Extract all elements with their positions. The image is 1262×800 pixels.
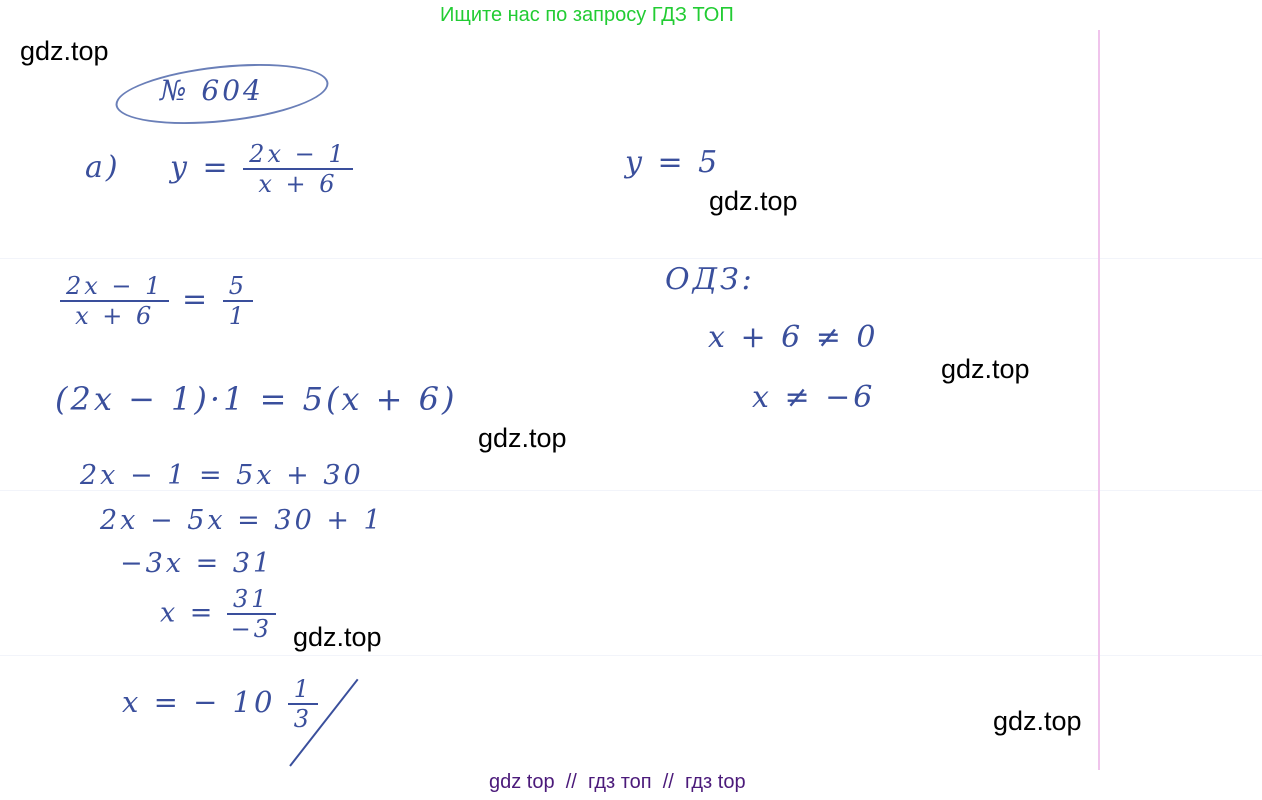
answer-numerator: 1: [287, 675, 319, 705]
watermark: gdz.top: [941, 354, 1030, 384]
part-label: а): [85, 150, 121, 185]
equation-2: (2x − 1)·1 = 5(x + 6): [55, 380, 458, 418]
odz-title: ОДЗ:: [665, 262, 755, 297]
eq6-denominator: −3: [230, 615, 272, 643]
answer-lhs: x = − 10: [122, 685, 276, 719]
odz-condition-2: x ≠ −6: [752, 380, 876, 415]
eq1-numerator: 2x − 1: [60, 272, 170, 302]
watermark: gdz.top: [293, 622, 382, 652]
watermark: gdz.top: [478, 423, 567, 453]
eq6-lhs: x =: [160, 597, 216, 629]
func-denominator: x + 6: [258, 170, 338, 198]
notebook-margin-line: [1098, 30, 1100, 770]
equation-3: 2x − 1 = 5x + 30: [80, 460, 364, 491]
y-value: y = 5: [625, 145, 721, 180]
watermark: gdz.top: [20, 36, 109, 66]
eq1-equals: =: [182, 282, 211, 317]
answer-denominator: 3: [293, 705, 313, 733]
problem-number: № 604: [160, 74, 264, 107]
eq1-right-numerator: 5: [222, 272, 253, 302]
eq1-denominator: x + 6: [75, 302, 155, 330]
odz-condition-1: x + 6 ≠ 0: [708, 320, 879, 355]
promo-text[interactable]: Ищите нас по запросу ГДЗ ТОП: [440, 4, 734, 26]
equation-6: x = 31 −3: [160, 585, 276, 643]
equation-5: −3x = 31: [120, 548, 274, 579]
watermark: gdz.top: [993, 706, 1082, 736]
func-numerator: 2x − 1: [243, 140, 353, 170]
footer-links[interactable]: gdz top // гдз топ // гдз top: [489, 771, 746, 793]
eq6-numerator: 31: [227, 585, 276, 615]
watermark: gdz.top: [709, 186, 798, 216]
equation-4: 2x − 5x = 30 + 1: [100, 505, 384, 536]
eq1-right-denominator: 1: [228, 302, 247, 330]
func-lhs: y =: [170, 150, 231, 185]
